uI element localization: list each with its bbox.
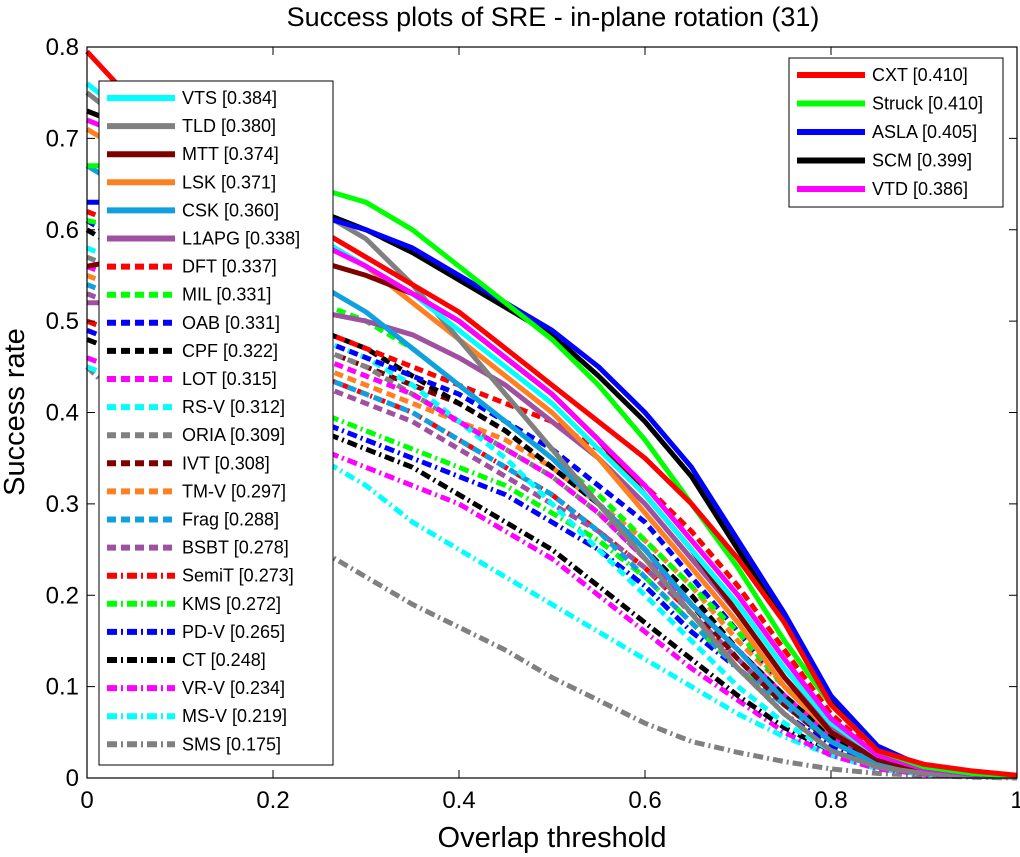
- legend-box: [98, 80, 334, 766]
- legend-entry-semit: SemiT [0.273]: [182, 566, 294, 586]
- legend-entry-tm-v: TM-V [0.297]: [182, 481, 286, 501]
- legend-entry-cxt: CXT [0.410]: [872, 65, 968, 85]
- ticks-layer: 0 0.2 0.4 0.6 0.8 1 0 0.1 0.2 0.3 0.4 0.5 0.6 0.7 0.8: [46, 34, 1020, 814]
- x-tick-label: 0: [80, 787, 93, 814]
- y-tick-label: 0.8: [46, 34, 79, 61]
- legend-entry-vts: VTS [0.384]: [182, 88, 277, 108]
- x-tick-label: 0.6: [628, 787, 661, 814]
- y-tick-label: 0.3: [46, 491, 79, 518]
- y-tick-label: 0.4: [46, 400, 79, 427]
- x-tick-label: 0.2: [256, 787, 289, 814]
- x-tick-label: 1: [1010, 787, 1020, 814]
- legend-entry-ms-v: MS-V [0.219]: [182, 706, 287, 726]
- legend-entry-struck: Struck [0.410]: [872, 94, 983, 114]
- legend-left: VTS [0.384] TLD [0.380] MTT [0.374] LSK [0.…: [98, 80, 334, 766]
- legend-entry-oab: OAB [0.331]: [182, 313, 280, 333]
- legend-entry-ivt: IVT [0.308]: [182, 453, 270, 473]
- legend-entry-mil: MIL [0.331]: [182, 285, 271, 305]
- chart-title: Success plots of SRE - in-plane rotation…: [287, 2, 820, 32]
- y-tick-label: 0.1: [46, 674, 79, 701]
- legend-entry-kms: KMS [0.272]: [182, 594, 281, 614]
- series-line-frag: [86, 282, 1018, 780]
- legend-entry-sms: SMS [0.175]: [182, 734, 281, 754]
- legend-entry-frag: Frag [0.288]: [182, 510, 279, 530]
- x-tick-label: 0.8: [814, 787, 847, 814]
- legend-entry-vtd: VTD [0.386]: [872, 179, 968, 199]
- legend-right: CXT [0.410] Struck [0.410] ASLA [0.405] SCM…: [788, 57, 1004, 208]
- x-axis-label: Overlap threshold: [438, 822, 667, 854]
- y-tick-label: 0.6: [46, 217, 79, 244]
- y-tick-label: 0.5: [46, 308, 79, 335]
- legend-entry-mtt: MTT [0.374]: [182, 144, 279, 164]
- legend-entry-csk: CSK [0.360]: [182, 200, 279, 220]
- legend-entry-bsbt: BSBT [0.278]: [182, 538, 289, 558]
- legend-entry-ct: CT [0.248]: [182, 650, 266, 670]
- legend-entry-oria: ORIA [0.309]: [182, 425, 285, 445]
- legend-entry-rs-v: RS-V [0.312]: [182, 397, 285, 417]
- legend-entry-l1apg: L1APG [0.338]: [182, 229, 300, 249]
- y-tick-label: 0: [66, 765, 79, 792]
- x-tick-label: 0.4: [442, 787, 475, 814]
- legend-entry-pd-v: PD-V [0.265]: [182, 622, 285, 642]
- y-tick-label: 0.2: [46, 582, 79, 609]
- legend-entry-cpf: CPF [0.322]: [182, 341, 278, 361]
- legend-entry-dft: DFT [0.337]: [182, 257, 277, 277]
- legend-entry-scm: SCM [0.399]: [872, 151, 972, 171]
- legend-entry-asla: ASLA [0.405]: [872, 122, 977, 142]
- y-axis-label: Success rate: [0, 328, 31, 496]
- legend-entry-tld: TLD [0.380]: [182, 116, 276, 136]
- legend-entry-lot: LOT [0.315]: [182, 369, 277, 389]
- legend-entry-vr-v: VR-V [0.234]: [182, 678, 285, 698]
- y-tick-label: 0.7: [46, 125, 79, 152]
- legend-entry-lsk: LSK [0.371]: [182, 172, 276, 192]
